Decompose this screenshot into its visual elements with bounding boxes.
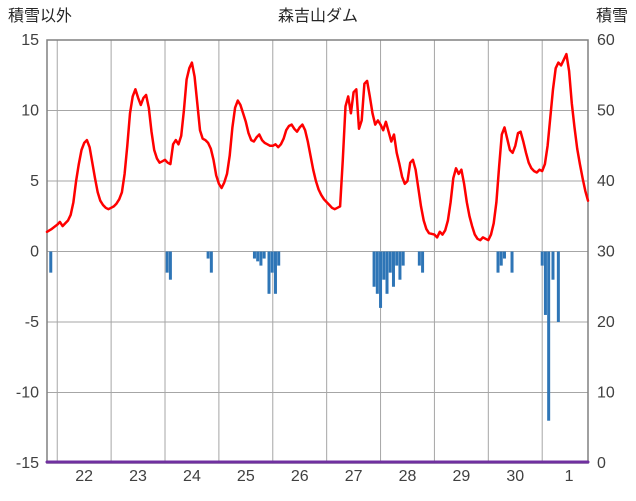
left-tick-label: 15 [21, 32, 39, 49]
right-axis-tick-labels: 60 50 40 30 20 10 0 [597, 32, 615, 472]
bar [401, 251, 405, 266]
x-tick-label: 1 [565, 468, 574, 485]
right-tick-label: 30 [597, 244, 615, 261]
x-tick-label: 22 [75, 468, 93, 485]
x-tick-label: 25 [237, 468, 255, 485]
x-axis-tick-labels: 22 23 24 25 26 27 28 29 30 1 [75, 468, 573, 485]
left-tick-label: 0 [30, 244, 39, 261]
bar [510, 251, 514, 273]
x-tick-label: 23 [129, 468, 147, 485]
bar [206, 251, 210, 259]
bar [259, 251, 263, 266]
chart-title: 森吉山ダム [278, 7, 358, 25]
x-tick-label: 26 [291, 468, 309, 485]
bar [256, 251, 260, 262]
bar [540, 251, 544, 266]
left-tick-label: -10 [16, 385, 39, 402]
left-tick-label: -5 [25, 314, 39, 331]
bar [270, 251, 274, 273]
bar [379, 251, 383, 308]
bar [262, 251, 266, 259]
right-axis-title: 積雪 [596, 7, 628, 25]
bar [556, 251, 560, 322]
bar [267, 251, 271, 294]
bar [168, 251, 172, 280]
bar [209, 251, 213, 273]
bar [273, 251, 277, 294]
bar [395, 251, 399, 266]
gridlines [47, 39, 588, 464]
red-line-series [45, 52, 590, 464]
left-tick-label: -15 [16, 455, 39, 472]
left-axis-tick-labels: 15 10 5 0 -5 -10 -15 [16, 32, 39, 472]
bar [388, 251, 392, 273]
bar [49, 251, 53, 273]
left-tick-label: 5 [30, 173, 39, 190]
right-tick-label: 10 [597, 385, 615, 402]
bar [277, 251, 281, 266]
bar [385, 251, 389, 294]
bar [391, 251, 395, 287]
right-tick-label: 0 [597, 455, 606, 472]
left-tick-label: 10 [21, 103, 39, 120]
bar [382, 251, 386, 280]
left-axis-title: 積雪以外 [8, 7, 72, 25]
right-tick-label: 20 [597, 314, 615, 331]
right-tick-label: 60 [597, 32, 615, 49]
red-line-path [45, 52, 590, 242]
bar [543, 251, 547, 315]
blue-bars-series [49, 251, 560, 421]
bar [499, 251, 503, 266]
x-tick-label: 30 [506, 468, 524, 485]
bar [375, 251, 379, 294]
bar [417, 251, 421, 266]
bar [165, 251, 169, 273]
bar [502, 251, 506, 259]
bar [252, 251, 256, 259]
bar [372, 251, 376, 287]
right-tick-label: 50 [597, 103, 615, 120]
x-tick-label: 27 [345, 468, 363, 485]
bar [398, 251, 402, 280]
x-tick-label: 28 [399, 468, 417, 485]
bar [496, 251, 500, 273]
bar [551, 251, 555, 280]
right-tick-label: 40 [597, 173, 615, 190]
x-tick-label: 29 [452, 468, 470, 485]
x-tick-label: 24 [183, 468, 201, 485]
bar [421, 251, 425, 273]
bar [547, 251, 551, 421]
